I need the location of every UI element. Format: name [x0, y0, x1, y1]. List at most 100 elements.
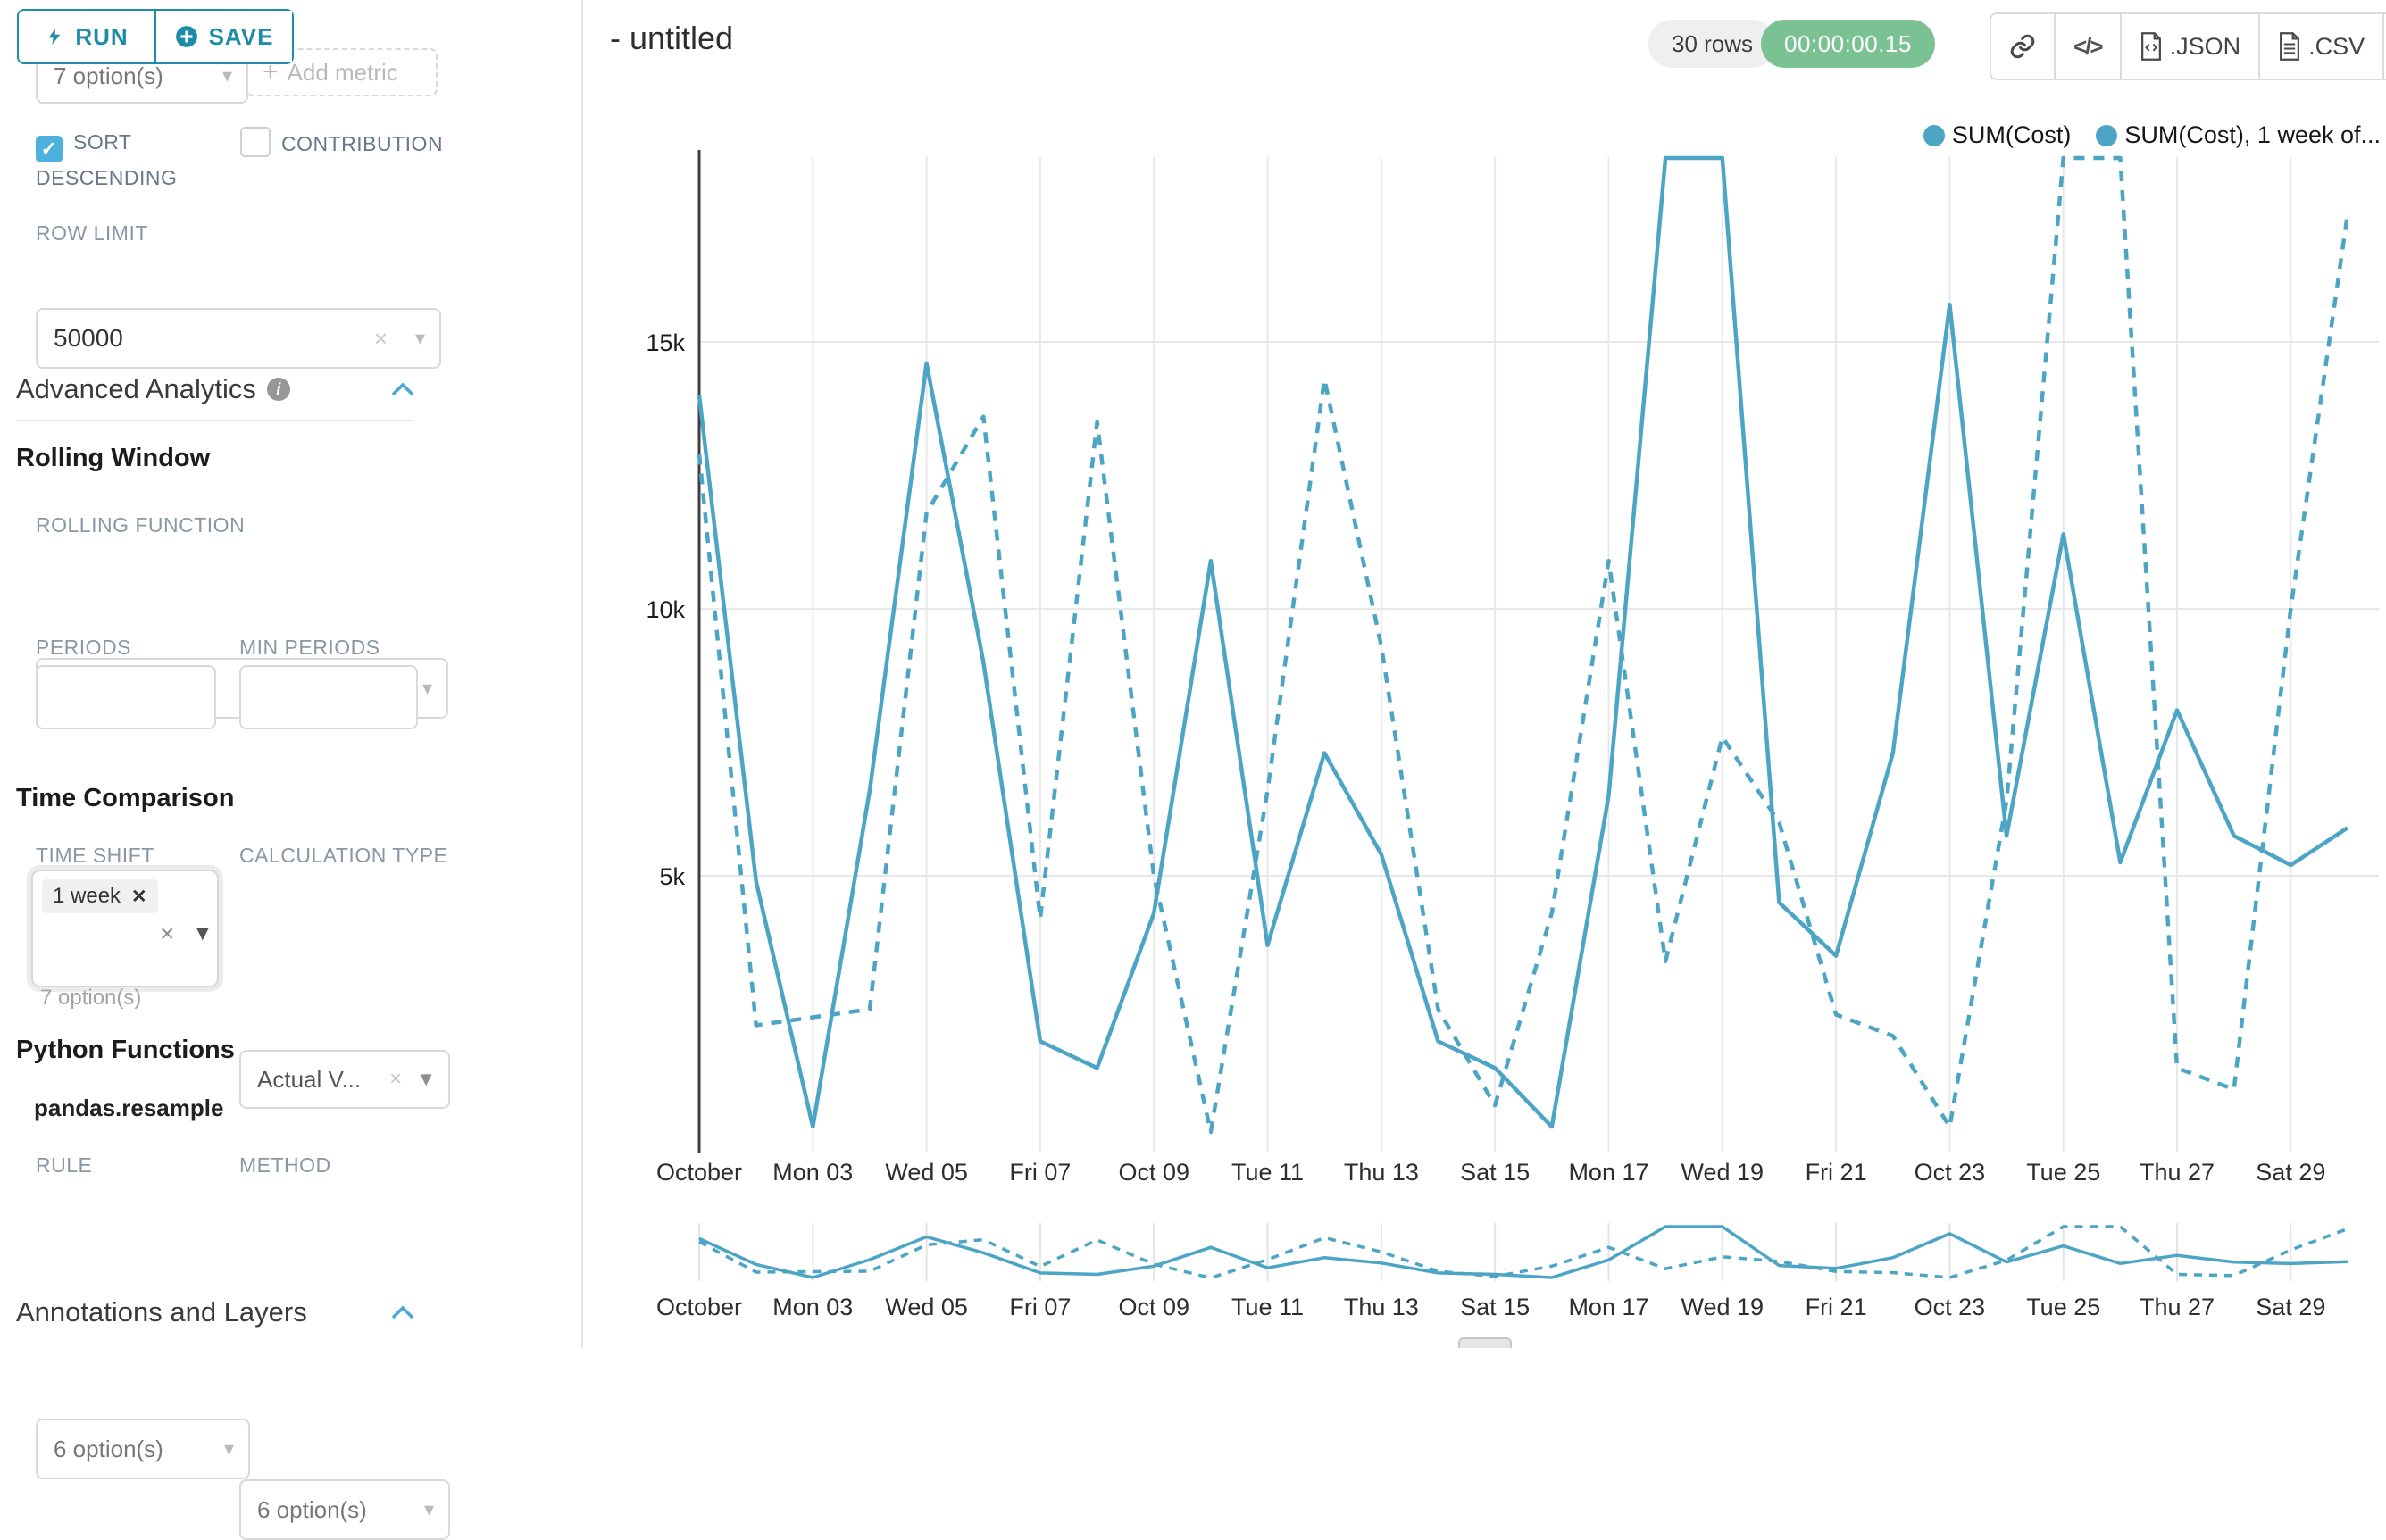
share-link-button[interactable] [1991, 14, 2054, 79]
plus-circle-icon [175, 26, 197, 47]
clear-icon[interactable]: × [160, 920, 175, 947]
chevron-down-icon: ▼ [192, 921, 213, 945]
x-tick-label: Tue 25 [2026, 1159, 2100, 1186]
plus-icon: + [263, 57, 279, 87]
mini-x-tick-label: Mon 03 [772, 1294, 853, 1320]
mini-x-tick-label: Oct 23 [1915, 1294, 1986, 1320]
x-tick-label: Fri 21 [1806, 1159, 1867, 1186]
mini-series-line-dashed[interactable] [698, 1225, 2348, 1280]
periods-input[interactable] [36, 665, 216, 729]
calculation-type-select[interactable]: Actual V... × ▼ [239, 1050, 450, 1109]
csv-file-icon [2280, 32, 2300, 61]
resize-handle[interactable] [1458, 1337, 1512, 1348]
save-label: SAVE [208, 22, 274, 50]
checkbox-unchecked-icon [240, 127, 271, 157]
y-tick-label: 15k [646, 329, 685, 356]
advanced-analytics-title: Advanced Analytics [16, 373, 256, 404]
time-shift-tag-value: 1 week [53, 884, 121, 908]
x-tick-label: Wed 19 [1681, 1159, 1764, 1186]
min-periods-input[interactable] [239, 665, 418, 729]
mini-series-line-solid[interactable] [698, 1225, 2348, 1279]
x-tick-label: Thu 27 [2140, 1159, 2215, 1186]
csv-label: .CSV [2308, 32, 2365, 60]
sort-descending-label: SORT DESCENDING [36, 130, 178, 189]
timer-badge: 00:00:00.15 [1761, 20, 1935, 68]
legend-dot-icon [1923, 124, 1945, 146]
mini-x-tick-label: Sat 29 [2256, 1294, 2325, 1320]
sort-descending-checkbox[interactable]: ✓ SORT DESCENDING [36, 127, 196, 193]
x-tick-label: Oct 09 [1118, 1159, 1189, 1186]
mini-x-tick-label: Mon 17 [1568, 1294, 1648, 1320]
time-shift-helper: 7 option(s) [40, 986, 142, 1010]
code-icon: </> [2073, 32, 2104, 60]
json-label: .JSON [2169, 32, 2241, 60]
mini-x-tick-label: Oct 09 [1118, 1294, 1189, 1320]
y-tick-label: 10k [646, 596, 685, 623]
mini-x-tick-label: Thu 13 [1344, 1294, 1419, 1320]
x-tick-label: Tue 11 [1231, 1159, 1304, 1186]
x-tick-label: Oct 23 [1915, 1159, 1986, 1186]
clear-icon[interactable]: × [388, 1067, 402, 1091]
series-line-dashed[interactable] [697, 155, 2350, 1135]
row-limit-select[interactable]: 50000 × ▾ [36, 308, 441, 369]
add-metric-button[interactable]: + Add metric [246, 48, 438, 96]
calculation-type-label: CALCULATION TYPE [239, 844, 448, 867]
rolling-window-title: Rolling Window [16, 444, 211, 472]
time-shift-multiselect[interactable]: 1 week ✕ × ▼ [31, 870, 219, 987]
method-select[interactable]: 6 option(s) ▾ [239, 1479, 450, 1540]
contribution-checkbox[interactable]: CONTRIBUTION [240, 127, 508, 159]
legend-label: SUM(Cost) [1951, 121, 2072, 148]
chevron-down-icon: ▾ [423, 1498, 434, 1520]
mini-x-tick-label: Sat 15 [1460, 1294, 1530, 1320]
chevron-up-icon[interactable] [391, 382, 414, 396]
metrics-select-value: 7 option(s) [54, 62, 163, 89]
chevron-down-icon: ▼ [416, 1068, 436, 1090]
advanced-analytics-header[interactable]: Advanced Analytics i [16, 373, 414, 405]
row-limit-value: 50000 [54, 324, 123, 352]
legend-dot-icon [2096, 124, 2118, 146]
chart-menu-button[interactable] [2382, 14, 2386, 79]
save-button[interactable]: SAVE [156, 11, 292, 62]
x-tick-label: Sat 15 [1460, 1159, 1530, 1186]
remove-tag-icon[interactable]: ✕ [131, 886, 147, 907]
mini-x-tick-label: Fri 07 [1009, 1294, 1071, 1320]
add-metric-label: Add metric [287, 58, 398, 86]
legend-item-sum-cost-offset[interactable]: SUM(Cost), 1 week of... [2096, 121, 2381, 149]
legend-item-sum-cost[interactable]: SUM(Cost) [1923, 121, 2072, 149]
clear-icon[interactable]: × [373, 324, 388, 352]
time-comparison-title: Time Comparison [16, 784, 235, 812]
mini-x-tick-label: Tue 25 [2026, 1294, 2100, 1320]
mini-x-tick-label: Wed 19 [1681, 1294, 1764, 1320]
lightning-icon [48, 28, 61, 46]
x-tick-label: Thu 13 [1344, 1159, 1419, 1186]
rule-select[interactable]: 6 option(s) ▾ [36, 1419, 250, 1479]
x-tick-label: Fri 07 [1009, 1159, 1071, 1186]
method-label: METHOD [239, 1153, 331, 1177]
chevron-down-icon: ▾ [421, 677, 432, 699]
embed-code-button[interactable]: </> [2054, 14, 2120, 79]
x-tick-label: Mon 03 [772, 1159, 853, 1186]
rule-label: RULE [36, 1153, 93, 1177]
checkbox-checked-icon: ✓ [36, 136, 63, 162]
run-save-button-group: RUN SAVE [17, 9, 294, 64]
chevron-up-icon[interactable] [391, 1305, 414, 1319]
python-functions-title: Python Functions [16, 1036, 235, 1064]
rows-badge: 30 rows [1648, 20, 1777, 68]
info-icon: i [266, 378, 290, 401]
json-file-icon [2140, 32, 2161, 61]
export-csv-button[interactable]: .CSV [2258, 14, 2382, 79]
sidebar-divider [581, 0, 583, 1348]
time-shift-label: TIME SHIFT [36, 844, 154, 867]
chart-title[interactable]: - untitled [610, 20, 734, 56]
series-line-solid[interactable] [697, 155, 2349, 1129]
annotations-layers-header[interactable]: Annotations and Layers [16, 1296, 414, 1328]
mini-x-tick-label: Wed 05 [885, 1294, 968, 1320]
pandas-resample-label: pandas.resample [34, 1095, 224, 1121]
export-json-button[interactable]: .JSON [2119, 14, 2259, 79]
run-button[interactable]: RUN [19, 11, 156, 62]
run-label: RUN [75, 22, 129, 50]
chevron-down-icon: ▾ [414, 327, 425, 349]
annotations-title: Annotations and Layers [16, 1296, 307, 1328]
calculation-type-value: Actual V... [257, 1065, 362, 1093]
chart-canvas[interactable]: 5k 10k 15k October Mon 03 Wed 05 Fri 07 Oct 09 T… [0, 0, 2386, 1348]
